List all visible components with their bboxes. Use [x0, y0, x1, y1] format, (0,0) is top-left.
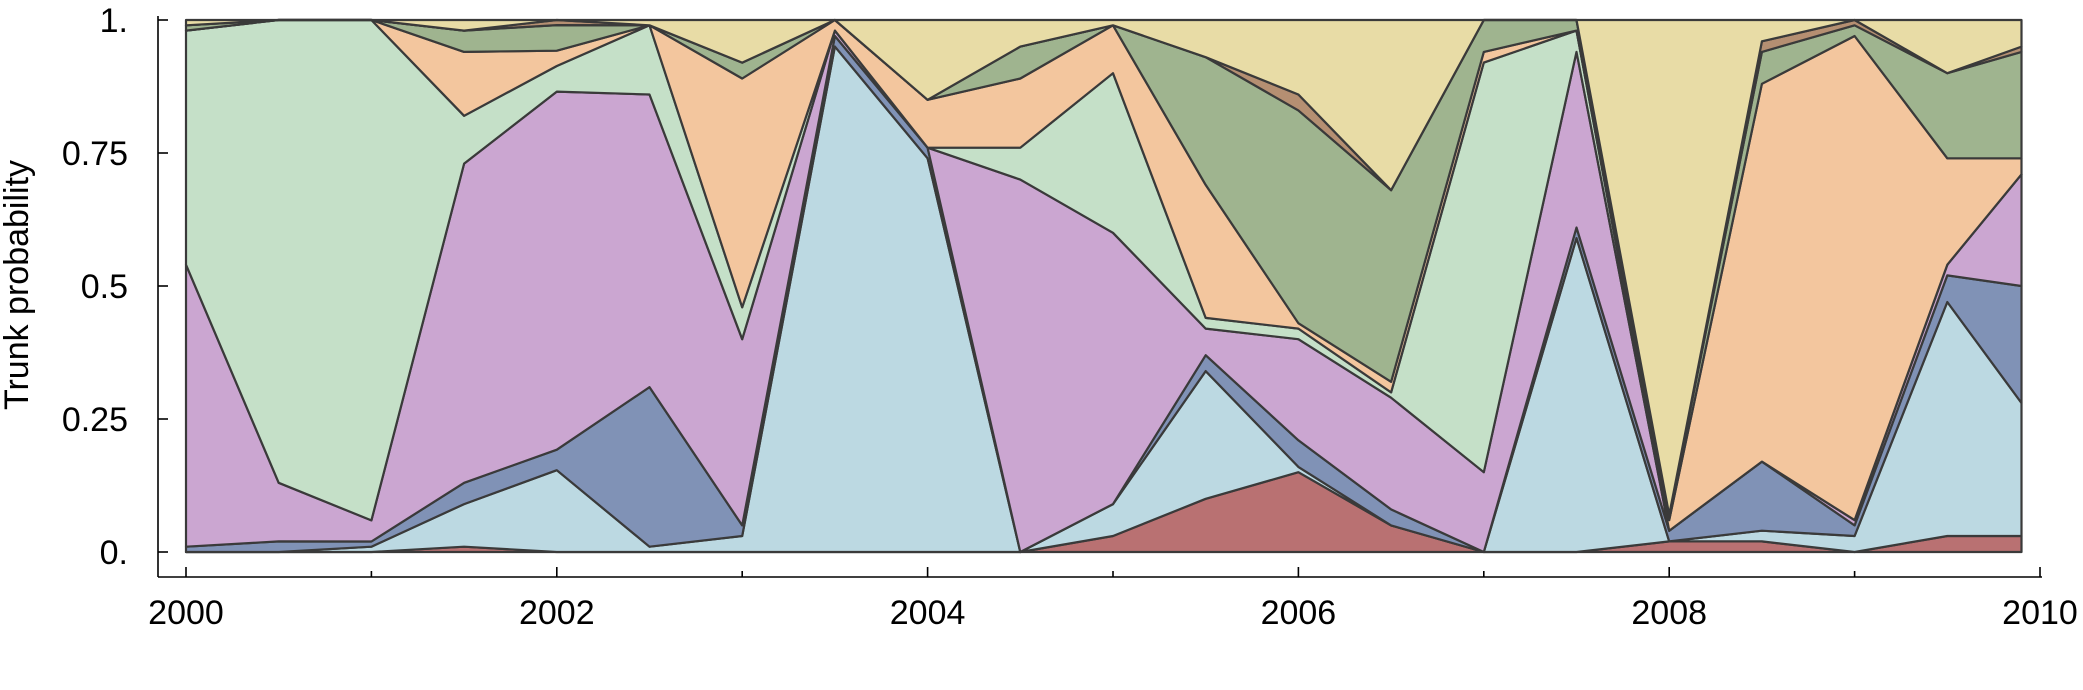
x-tick-label: 2006 [1261, 594, 1337, 632]
axes [157, 16, 2042, 578]
x-tick-label: 2002 [519, 594, 595, 632]
y-ticks: 0. 0.25 0.5 0.75 1. [62, 2, 168, 572]
x-tick-label: 2000 [148, 594, 224, 632]
y-tick-label: 0. [100, 534, 128, 572]
x-tick-label: 2010 [2002, 594, 2078, 632]
x-tick-label: 2008 [1631, 594, 1707, 632]
area-layers [184, 18, 2023, 554]
x-ticks: 2000 2002 2004 2006 2008 2010 [148, 567, 2078, 632]
y-axis-title: Trunk probability [0, 160, 36, 410]
y-tick-label: 1. [100, 2, 128, 40]
y-tick-label: 0.25 [62, 401, 128, 439]
x-tick-label: 2004 [890, 594, 966, 632]
y-tick-label: 0.75 [62, 135, 128, 173]
area-layer-9 [184, 18, 2023, 516]
y-tick-label: 0.5 [81, 268, 128, 306]
